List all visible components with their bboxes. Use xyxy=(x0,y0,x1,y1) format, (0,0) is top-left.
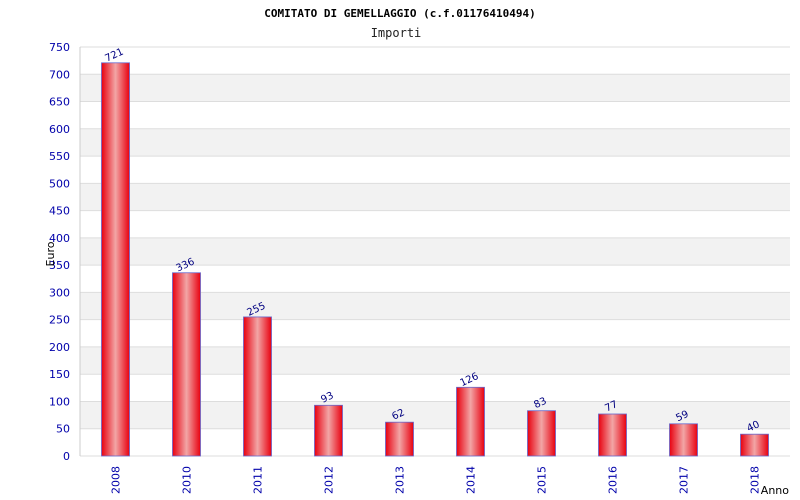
x-axis-ticks: 2008 2010 2011 2012 2013 2014 2015 2016 2017 2018 xyxy=(110,466,762,494)
plot-band xyxy=(80,237,790,266)
plot-bands xyxy=(80,74,790,429)
x-tick-label: 2018 xyxy=(749,466,762,494)
plot-band xyxy=(80,183,790,211)
x-tick-label: 2015 xyxy=(536,466,549,494)
bar xyxy=(101,62,130,457)
bar xyxy=(598,413,627,457)
y-tick-label: 550 xyxy=(49,150,70,163)
chart-subtitle: Importi xyxy=(371,26,422,40)
x-tick-label: 2010 xyxy=(181,466,194,494)
bar xyxy=(740,433,769,457)
data-label: 59 xyxy=(674,409,690,424)
chart-title: COMITATO DI GEMELLAGGIO (c.f.01176410494… xyxy=(264,7,536,20)
x-tick-label: 2017 xyxy=(678,466,691,494)
y-tick-label: 100 xyxy=(49,395,70,408)
data-label: 62 xyxy=(390,407,406,422)
data-label: 721 xyxy=(103,47,125,65)
y-axis-label: Euro xyxy=(44,241,57,266)
y-tick-label: 400 xyxy=(49,232,70,245)
x-tick-label: 2014 xyxy=(465,466,478,494)
x-tick-label: 2016 xyxy=(607,466,620,494)
x-tick-label: 2011 xyxy=(252,466,265,494)
bars xyxy=(101,62,769,457)
bar xyxy=(527,410,556,457)
bar xyxy=(669,423,698,457)
plot-band xyxy=(80,74,790,102)
y-tick-label: 250 xyxy=(49,314,70,327)
x-tick-label: 2012 xyxy=(323,466,336,494)
bar xyxy=(243,316,272,457)
bar xyxy=(385,421,414,457)
x-tick-label: 2013 xyxy=(394,466,407,494)
y-tick-label: 600 xyxy=(49,123,70,136)
y-tick-label: 750 xyxy=(49,41,70,54)
bar xyxy=(314,404,343,457)
y-tick-label: 150 xyxy=(49,368,70,381)
x-tick-label: 2008 xyxy=(110,466,123,494)
y-tick-label: 300 xyxy=(49,286,70,299)
data-label: 93 xyxy=(319,390,335,405)
y-tick-label: 650 xyxy=(49,96,70,109)
y-tick-label: 0 xyxy=(63,450,70,463)
y-axis-ticks: 0 50 100 150 200 250 300 350 400 450 500 550 600 650 7… xyxy=(49,41,70,463)
bar xyxy=(172,272,201,457)
x-axis-label: Anno xyxy=(761,484,789,497)
y-tick-label: 500 xyxy=(49,177,70,190)
y-tick-label: 700 xyxy=(49,68,70,81)
plot-band xyxy=(80,128,790,157)
y-tick-label: 200 xyxy=(49,341,70,354)
data-label: 77 xyxy=(603,399,619,414)
y-tick-label: 50 xyxy=(56,423,70,436)
y-tick-label: 450 xyxy=(49,205,70,218)
y-tick-label: 350 xyxy=(49,259,70,272)
data-label: 40 xyxy=(745,419,761,434)
bar xyxy=(456,386,485,457)
data-label: 83 xyxy=(532,396,548,411)
